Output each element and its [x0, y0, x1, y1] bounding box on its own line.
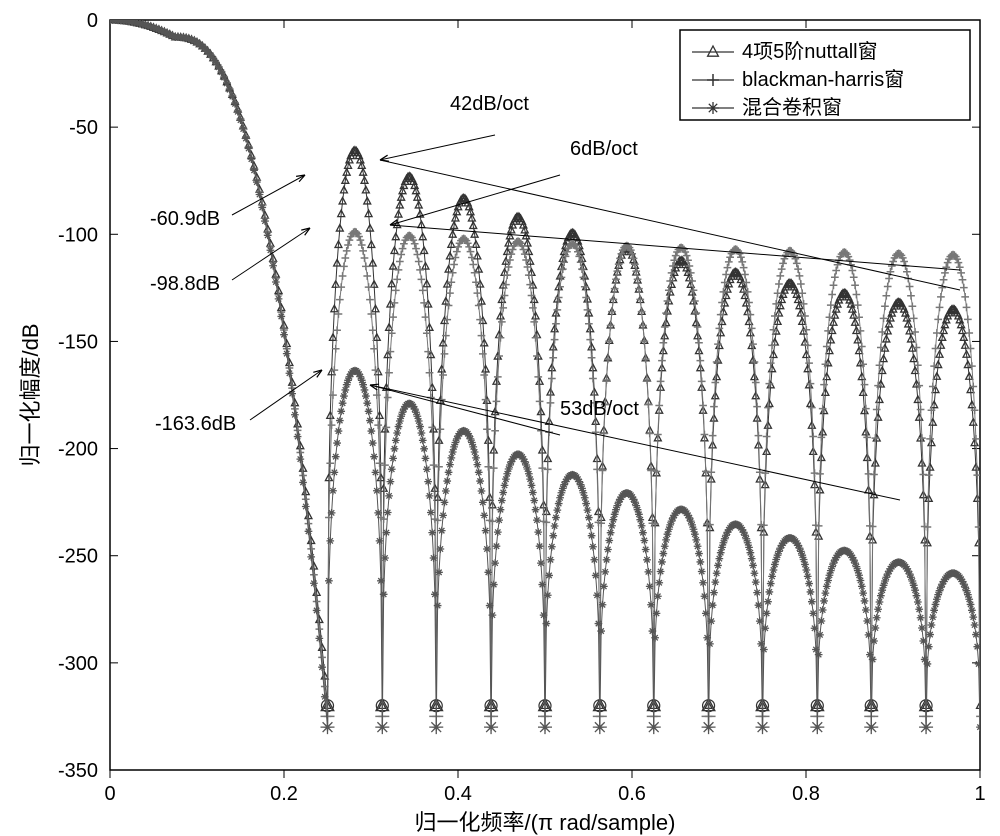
svg-text:归一化幅度/dB: 归一化幅度/dB	[18, 323, 43, 466]
svg-text:0: 0	[87, 10, 98, 32]
annotation: -98.8dB	[150, 273, 220, 295]
svg-text:0.2: 0.2	[270, 783, 298, 805]
annotation: -60.9dB	[150, 208, 220, 230]
svg-text:-350: -350	[58, 760, 98, 782]
legend-item-label: 混合卷积窗	[742, 96, 842, 119]
annotation: -163.6dB	[155, 413, 236, 435]
window-spectrum-chart: 0 0.2 0.4 0.6 0.8 1 -350 -300 -250 -200 -150 -100 -5…	[0, 0, 1000, 836]
legend-item-label: 4项5阶nuttall窗	[742, 40, 878, 63]
series-blackman-harris	[110, 20, 980, 716]
svg-text:-300: -300	[58, 653, 98, 675]
chart-container: 0 0.2 0.4 0.6 0.8 1 -350 -300 -250 -200 -150 -100 -5…	[0, 0, 1000, 836]
svg-text:-50: -50	[69, 117, 98, 139]
svg-text:0.8: 0.8	[792, 783, 820, 805]
svg-text:0.4: 0.4	[444, 783, 472, 805]
svg-text:-250: -250	[58, 546, 98, 568]
svg-text:0: 0	[104, 783, 115, 805]
svg-text:归一化频率/(π rad/sample): 归一化频率/(π rad/sample)	[415, 810, 676, 835]
svg-text:1: 1	[974, 783, 985, 805]
annotation: 6dB/oct	[570, 138, 638, 160]
svg-text:-100: -100	[58, 224, 98, 246]
svg-text:0.6: 0.6	[618, 783, 646, 805]
legend-item-label: blackman-harris窗	[742, 68, 904, 91]
annotation: 42dB/oct	[450, 93, 529, 115]
svg-text:-150: -150	[58, 331, 98, 353]
annotation: 53dB/oct	[560, 398, 639, 420]
svg-text:-200: -200	[58, 439, 98, 461]
